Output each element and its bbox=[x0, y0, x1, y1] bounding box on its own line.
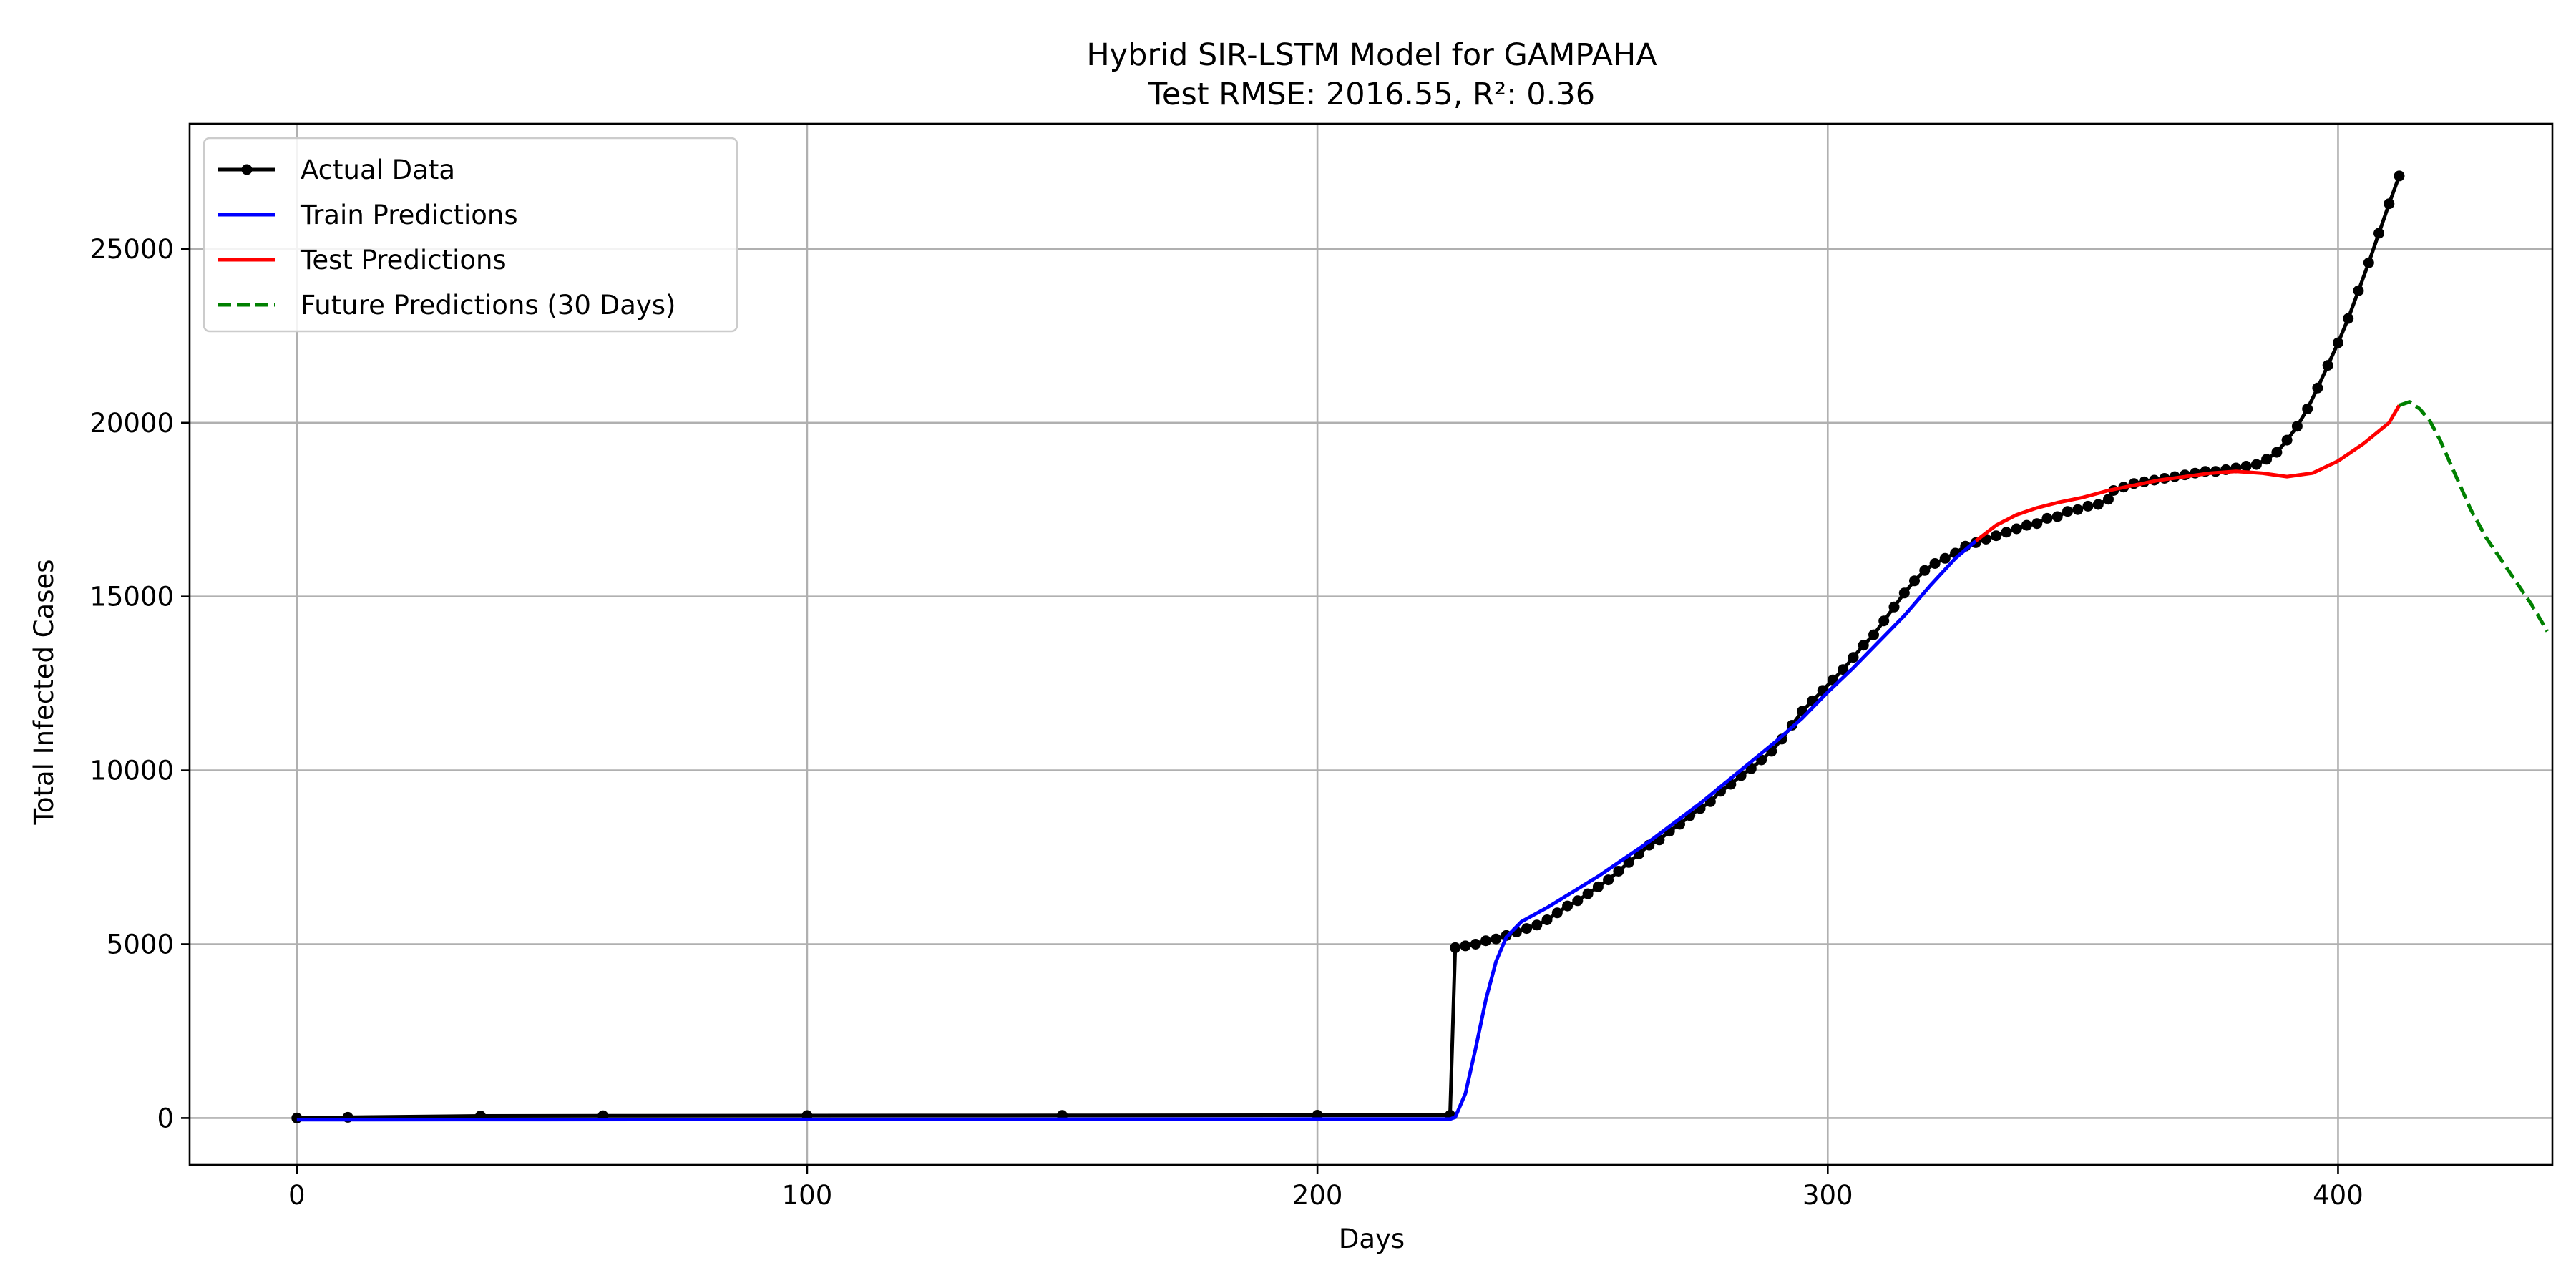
data-point bbox=[1460, 940, 1471, 952]
data-point bbox=[1531, 919, 1543, 931]
y-tick-label: 15000 bbox=[89, 582, 174, 613]
data-point bbox=[1848, 652, 1859, 663]
data-point bbox=[2062, 506, 2073, 517]
data-point bbox=[2353, 285, 2364, 296]
data-point bbox=[2261, 454, 2273, 465]
data-point bbox=[2373, 228, 2384, 239]
data-point bbox=[2333, 337, 2343, 348]
x-tick-label: 200 bbox=[1292, 1180, 1343, 1211]
series-train-predictions bbox=[296, 540, 1977, 1122]
data-point bbox=[2021, 519, 2032, 531]
data-point bbox=[1603, 874, 1614, 886]
data-point bbox=[2291, 421, 2303, 432]
legend-item-test-predictions: Test Predictions bbox=[218, 245, 507, 275]
legend-label: Future Predictions (30 Days) bbox=[301, 290, 676, 321]
data-point bbox=[1878, 615, 1890, 627]
y-tick-label: 20000 bbox=[89, 408, 174, 439]
data-point bbox=[1572, 895, 1584, 907]
data-point bbox=[1541, 914, 1553, 925]
data-point bbox=[2312, 382, 2323, 394]
data-point bbox=[1613, 866, 1624, 877]
data-point bbox=[2281, 434, 2293, 446]
data-point bbox=[2394, 170, 2405, 182]
legend-item-future-predictions-30-days: Future Predictions (30 Days) bbox=[218, 290, 676, 321]
legend-label: Train Predictions bbox=[300, 200, 518, 230]
plot-frame bbox=[188, 122, 2554, 1166]
chart-title: Hybrid SIR-LSTM Model for GAMPAHA bbox=[1086, 37, 1657, 73]
y-tick-label: 5000 bbox=[107, 930, 174, 960]
data-point bbox=[2343, 313, 2354, 324]
data-point bbox=[2363, 257, 2374, 268]
data-point bbox=[2092, 499, 2104, 510]
data-point bbox=[1623, 857, 1634, 868]
data-point bbox=[2082, 500, 2094, 512]
data-point bbox=[2051, 511, 2063, 522]
legend: Actual Data Train Predictions Test Predict… bbox=[203, 137, 738, 333]
data-point bbox=[1838, 664, 1849, 675]
data-point bbox=[1450, 942, 1461, 953]
data-point bbox=[1491, 933, 1502, 945]
data-point bbox=[1582, 888, 1594, 899]
data-point bbox=[2240, 461, 2252, 472]
grid bbox=[190, 124, 2552, 1165]
data-point bbox=[2103, 494, 2114, 505]
x-tick-label: 300 bbox=[1802, 1180, 1853, 1211]
data-point bbox=[2271, 447, 2283, 458]
x-tick-label: 100 bbox=[782, 1180, 833, 1211]
x-tick-label: 400 bbox=[2313, 1180, 2363, 1211]
data-point bbox=[1521, 923, 1532, 935]
series-test-predictions bbox=[1974, 404, 2401, 542]
data-point bbox=[2250, 459, 2262, 470]
data-point bbox=[1898, 587, 1910, 599]
legend-label: Actual Data bbox=[301, 155, 455, 185]
data-point bbox=[1991, 530, 2002, 542]
data-point bbox=[1868, 629, 1879, 640]
data-point bbox=[2322, 360, 2333, 371]
legend-item-actual-data: Actual Data bbox=[218, 155, 455, 185]
data-point bbox=[1592, 881, 1604, 892]
data-point bbox=[1480, 935, 1491, 947]
y-axis-label: Total Infected Cases bbox=[29, 559, 59, 825]
y-tick-label: 10000 bbox=[89, 756, 174, 786]
data-point bbox=[1939, 552, 1951, 564]
data-point bbox=[1551, 907, 1563, 919]
legend-marker bbox=[241, 164, 253, 175]
data-point bbox=[1909, 575, 1920, 587]
series-line-future-predictions-30-days bbox=[2399, 400, 2550, 633]
y-tick-label: 0 bbox=[157, 1103, 174, 1133]
series-line-train-predictions bbox=[296, 540, 1977, 1122]
data-point bbox=[1562, 900, 1574, 912]
data-point bbox=[1919, 565, 1931, 576]
data-point bbox=[2384, 198, 2395, 210]
data-point bbox=[2041, 512, 2053, 524]
y-tick-label: 25000 bbox=[89, 234, 174, 265]
data-point bbox=[2031, 518, 2043, 530]
x-tick-label: 0 bbox=[288, 1180, 306, 1211]
data-point bbox=[2001, 527, 2012, 538]
series-line-test-predictions bbox=[1974, 404, 2401, 542]
axes: 0 100 200 300 400 0 5000 10000 15000 20000 25000 bbox=[89, 122, 2554, 1211]
legend-label: Test Predictions bbox=[300, 245, 507, 275]
x-axis-label: Days bbox=[1339, 1224, 1405, 1254]
data-point bbox=[1858, 640, 1869, 651]
series-future-predictions-30-days bbox=[2399, 400, 2550, 633]
data-point bbox=[1470, 939, 1481, 950]
chart-subtitle: Test RMSE: 2016.55, R²: 0.36 bbox=[1148, 77, 1595, 112]
data-point bbox=[2072, 504, 2084, 515]
legend-item-train-predictions: Train Predictions bbox=[218, 200, 518, 230]
series-layer bbox=[291, 170, 2550, 1123]
data-point bbox=[1888, 601, 1900, 613]
data-point bbox=[2011, 523, 2022, 535]
data-point bbox=[1929, 558, 1941, 569]
legend-box bbox=[203, 137, 738, 333]
data-point bbox=[2302, 403, 2313, 414]
